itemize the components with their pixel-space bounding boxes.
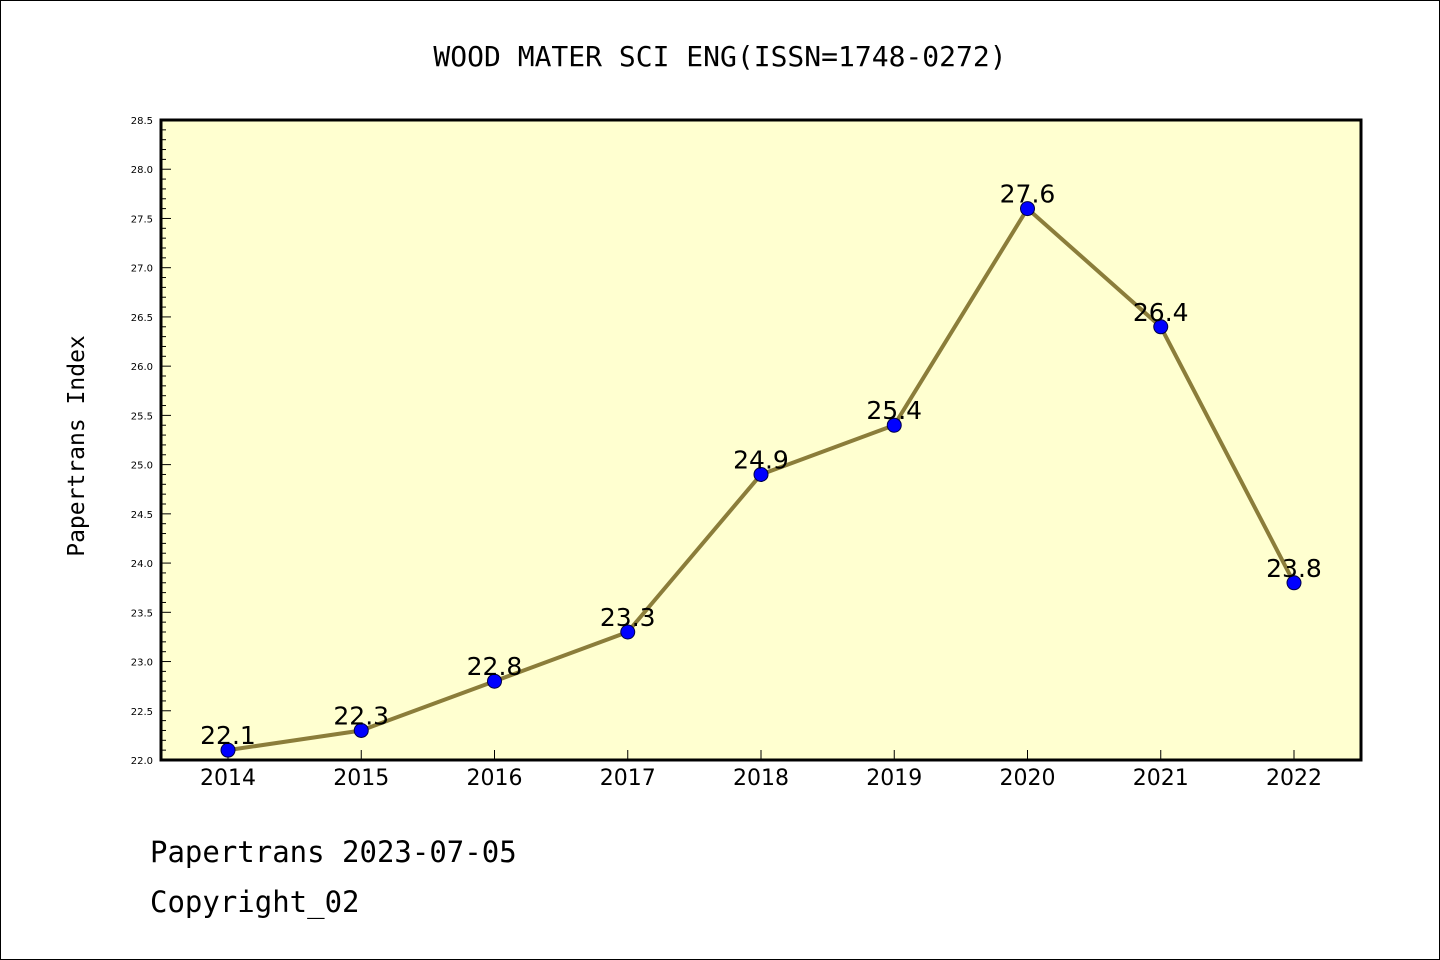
- data-label: 27.6: [1000, 180, 1056, 209]
- data-point: [1153, 319, 1169, 335]
- footer-source: Papertrans 2023-07-05: [150, 835, 517, 869]
- series-group: [220, 201, 1302, 758]
- data-point: [886, 417, 902, 433]
- data-label: 22.3: [333, 701, 389, 730]
- x-tick-label: 2021: [1133, 766, 1189, 791]
- y-tick-label: 22.5: [131, 707, 153, 718]
- y-tick-label: 23.0: [131, 658, 153, 669]
- x-tick-label: 2019: [866, 766, 922, 791]
- data-label: 24.9: [733, 445, 789, 474]
- footer-copyright: Copyright_02: [150, 885, 360, 919]
- y-tick-label: 27.5: [131, 214, 153, 225]
- y-tick-label: 25.0: [131, 461, 153, 472]
- data-label: 26.4: [1133, 298, 1189, 327]
- data-label: 23.8: [1266, 554, 1322, 583]
- data-label: 22.8: [467, 652, 523, 681]
- x-tick-label: 2018: [733, 766, 789, 791]
- data-label: 23.3: [600, 603, 656, 632]
- x-tick-label: 2022: [1266, 766, 1322, 791]
- y-tick-label: 26.0: [131, 362, 153, 373]
- y-axis-tick-labels: 22.0 22.5 23.0 23.5 24.0 24.5 25.0 25.5 26.0 26.5…: [131, 116, 153, 767]
- data-point: [1286, 575, 1302, 591]
- x-tick-label: 2014: [200, 766, 256, 791]
- y-tick-label: 23.5: [131, 608, 153, 619]
- y-axis-ticks: [161, 119, 171, 761]
- x-axis-tick-labels: 2014 2015 2016 2017 2018 2019 2020 2021 2022: [200, 766, 1322, 791]
- data-label: 25.4: [866, 396, 922, 425]
- chart-title: WOOD MATER SCI ENG(ISSN=1748-0272): [433, 40, 1006, 73]
- data-point: [220, 742, 236, 758]
- y-tick-label: 24.5: [131, 510, 153, 521]
- y-axis-label: Papertrans Index: [64, 335, 90, 557]
- data-point: [620, 624, 636, 640]
- y-tick-label: 27.0: [131, 264, 153, 275]
- data-labels: 22.1 22.3 22.8 23.3 24.9 25.4 27.6 26.4 23.8: [200, 180, 1322, 751]
- y-tick-label: 22.0: [131, 756, 153, 767]
- x-tick-label: 2017: [600, 766, 656, 791]
- y-tick-label: 28.5: [131, 116, 153, 127]
- data-point: [753, 466, 769, 482]
- x-tick-label: 2016: [467, 766, 523, 791]
- y-tick-label: 26.5: [131, 313, 153, 324]
- y-tick-label: 24.0: [131, 559, 153, 570]
- data-label: 22.1: [200, 721, 256, 750]
- x-tick-label: 2015: [333, 766, 389, 791]
- x-tick-label: 2020: [1000, 766, 1056, 791]
- y-tick-label: 28.0: [131, 165, 153, 176]
- data-point: [353, 722, 369, 738]
- plot-area: [159, 118, 1363, 762]
- data-point: [1020, 201, 1035, 217]
- data-point: [487, 673, 502, 689]
- y-tick-label: 25.5: [131, 411, 153, 422]
